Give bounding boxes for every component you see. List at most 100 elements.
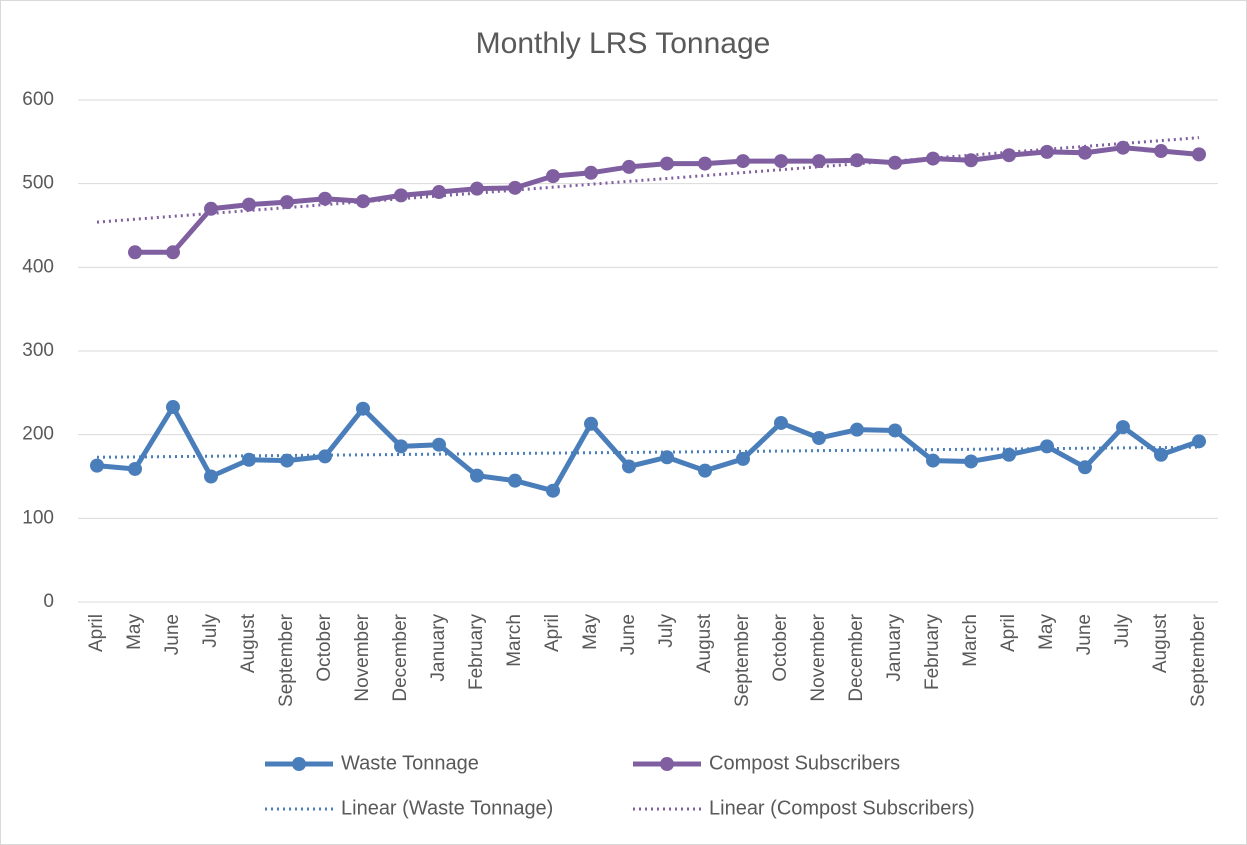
data-point — [812, 431, 826, 446]
data-point — [736, 451, 750, 466]
data-point — [698, 463, 712, 478]
data-point — [242, 452, 256, 467]
data-point — [90, 458, 104, 473]
x-tick-label: April — [86, 614, 107, 652]
x-tick-label: March — [960, 614, 981, 667]
x-tick-label: August — [694, 613, 715, 673]
data-point — [1078, 145, 1092, 160]
data-point — [736, 154, 750, 169]
x-tick-label: August — [238, 613, 259, 673]
data-point — [394, 439, 408, 454]
x-tick-label: September — [732, 613, 753, 707]
data-point — [280, 195, 294, 210]
data-point — [1154, 144, 1168, 159]
trend-line — [96, 445, 1200, 459]
legend-label: Linear (Compost Subscribers) — [709, 797, 975, 819]
data-point — [812, 154, 826, 169]
legend-label: Compost Subscribers — [709, 752, 900, 774]
data-point — [622, 459, 636, 474]
data-point — [546, 483, 560, 498]
data-point — [1154, 447, 1168, 462]
x-tick-label: October — [314, 613, 335, 681]
x-tick-label: July — [1112, 614, 1133, 648]
data-point — [888, 423, 902, 438]
x-tick-label: September — [276, 613, 297, 707]
data-point — [584, 165, 598, 180]
x-tick-label: May — [580, 614, 601, 650]
x-tick-label: December — [846, 613, 867, 701]
y-tick-label: 400 — [22, 256, 54, 277]
data-point — [926, 151, 940, 166]
x-tick-label: February — [922, 614, 943, 691]
data-point — [964, 454, 978, 469]
data-point — [204, 469, 218, 484]
grid: 0 100 200 300 400 500 600 April May June July Augus… — [22, 89, 1218, 707]
x-tick-label: July — [656, 614, 677, 648]
x-tick-label: January — [884, 614, 905, 682]
data-point — [128, 461, 142, 476]
legend-marker — [660, 757, 674, 771]
data-point — [280, 453, 294, 468]
x-tick-label: May — [1036, 614, 1057, 650]
data-point — [508, 473, 522, 488]
legend-label: Waste Tonnage — [341, 752, 479, 774]
x-tick-label: January — [428, 614, 449, 682]
data-point — [660, 156, 674, 171]
data-point — [1192, 147, 1206, 162]
data-point — [1002, 148, 1016, 163]
data-point — [660, 450, 674, 465]
legend: Waste Tonnage Compost Subscribers Linear (… — [265, 752, 975, 819]
y-tick-label: 100 — [22, 507, 54, 528]
data-point — [1040, 439, 1054, 454]
y-tick-label: 600 — [22, 89, 54, 110]
data-point — [850, 153, 864, 168]
x-tick-label: June — [162, 614, 183, 655]
trend-line — [96, 136, 1200, 224]
legend-label: Linear (Waste Tonnage) — [341, 797, 553, 819]
chart-title: Monthly LRS Tonnage — [476, 27, 771, 60]
x-tick-label: November — [808, 613, 829, 701]
data-point — [1040, 144, 1054, 159]
data-point — [850, 422, 864, 437]
data-point — [584, 416, 598, 431]
x-tick-label: February — [466, 614, 487, 691]
x-tick-label: September — [1188, 613, 1209, 707]
data-point — [432, 437, 446, 452]
data-point — [242, 197, 256, 212]
data-point — [546, 169, 560, 184]
data-point — [508, 180, 522, 195]
y-tick-label: 300 — [22, 340, 54, 361]
data-point — [926, 453, 940, 468]
data-point — [166, 245, 180, 260]
data-point — [698, 156, 712, 171]
x-tick-label: June — [618, 614, 639, 655]
x-tick-label: March — [504, 614, 525, 667]
data-point — [774, 154, 788, 169]
x-tick-label: April — [998, 614, 1019, 652]
x-tick-label: June — [1074, 614, 1095, 655]
data-point — [622, 159, 636, 174]
legend-marker — [292, 757, 306, 771]
data-point — [166, 400, 180, 415]
data-point — [1078, 460, 1092, 475]
data-point — [318, 449, 332, 464]
data-point — [356, 194, 370, 209]
data-point — [774, 415, 788, 430]
data-point — [394, 188, 408, 203]
data-point — [356, 401, 370, 416]
x-tick-label: December — [390, 613, 411, 701]
data-point — [432, 185, 446, 200]
x-tick-label: August — [1150, 613, 1171, 673]
data-point — [204, 201, 218, 216]
y-tick-label: 0 — [43, 591, 54, 612]
data-point — [318, 191, 332, 206]
x-tick-label: April — [542, 614, 563, 652]
data-point — [128, 245, 142, 260]
data-point — [1192, 434, 1206, 449]
data-point — [1116, 420, 1130, 435]
y-tick-label: 200 — [22, 424, 54, 445]
x-tick-label: May — [124, 614, 145, 650]
x-tick-label: October — [770, 613, 791, 681]
